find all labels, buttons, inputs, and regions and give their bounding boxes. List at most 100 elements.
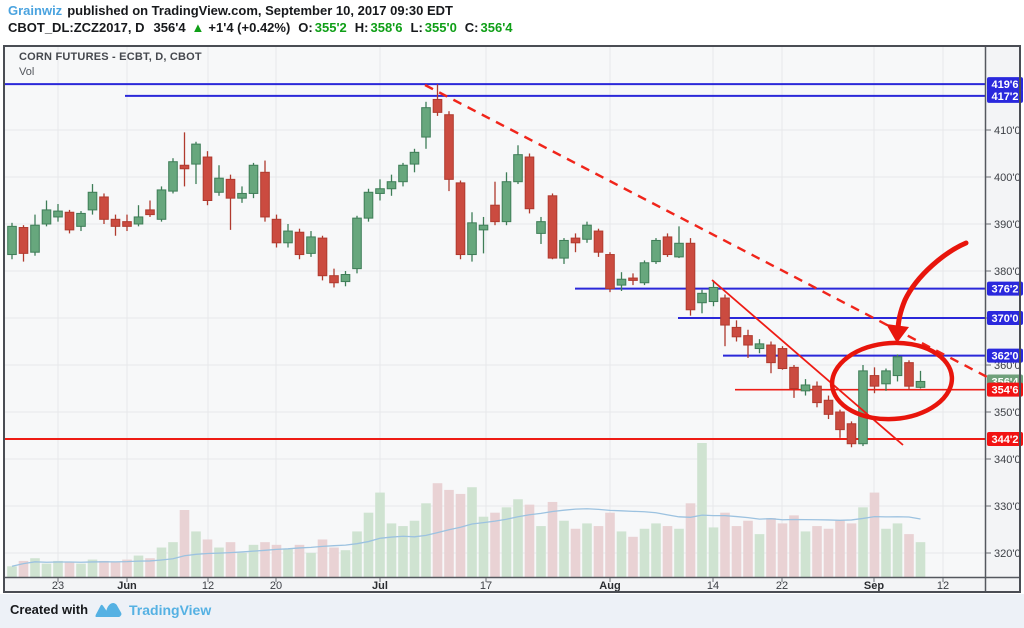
candle-body <box>110 218 121 227</box>
candle-body <box>869 375 880 387</box>
candle-body <box>536 221 546 234</box>
volume-bar <box>559 520 569 577</box>
volume-bar <box>87 559 98 577</box>
volume-bar <box>915 542 926 577</box>
candle-body <box>214 177 224 193</box>
candle-body <box>720 297 730 326</box>
byline-text: published on TradingView.com, September … <box>67 3 453 18</box>
candle-body <box>87 191 98 211</box>
volume-bar <box>605 512 615 577</box>
candle-body <box>800 384 811 392</box>
candle-body <box>375 188 385 194</box>
candle-body <box>99 196 109 220</box>
candle-body <box>168 161 178 192</box>
candle-body <box>283 230 293 244</box>
price-level-badge-label: 376'2 <box>991 284 1018 296</box>
volume-bar <box>41 563 52 577</box>
candle-body <box>547 195 558 259</box>
time-tick-label: Sep <box>864 580 884 592</box>
volume-bar <box>536 526 546 577</box>
legend-last-price: 356'4 <box>153 20 186 35</box>
volume-bar <box>904 534 914 577</box>
candle-body <box>766 344 776 364</box>
volume-bar <box>18 560 29 577</box>
volume-bar <box>639 528 650 577</box>
volume-bar <box>271 544 282 577</box>
volume-bar <box>846 523 857 577</box>
candle-body <box>501 181 512 223</box>
time-tick-label: 12 <box>937 580 949 592</box>
footer-strip <box>0 594 1024 628</box>
volume-bar <box>547 501 558 577</box>
time-tick-label: Jul <box>372 580 388 592</box>
tradingview-logo-icon <box>95 602 122 617</box>
price-level-badge <box>987 348 1023 363</box>
volume-bar <box>858 507 868 577</box>
volume-bar <box>628 536 638 577</box>
volume-bar <box>490 512 500 577</box>
footer: Created with TradingView <box>10 601 211 618</box>
candle-body <box>789 366 799 390</box>
volume-bar <box>731 526 742 577</box>
created-with-label: Created with <box>10 602 89 617</box>
volume-bar <box>823 528 834 577</box>
volume-bar <box>743 520 753 577</box>
candle-body <box>605 254 615 290</box>
candle-body <box>179 164 190 170</box>
candle-body <box>76 212 86 227</box>
candle-body <box>467 222 477 256</box>
volume-bar <box>133 555 144 577</box>
volume-bar <box>467 487 477 577</box>
volume-bar <box>513 499 523 577</box>
candle-body <box>398 164 408 183</box>
volume-bar <box>812 526 822 577</box>
volume-bar <box>593 526 604 577</box>
candle-body <box>306 236 316 254</box>
volume-bar <box>432 483 443 577</box>
candle-body <box>317 237 328 277</box>
candle-body <box>248 164 259 194</box>
volume-bar <box>409 520 420 577</box>
candle-body <box>524 156 535 210</box>
volume-bar <box>892 523 903 577</box>
price-level-badge-label: 354'6 <box>991 385 1018 397</box>
volume-bar <box>202 539 213 577</box>
candle-body <box>18 227 29 254</box>
volume-bar <box>7 566 17 577</box>
time-tick-label: 20 <box>270 580 282 592</box>
tradingview-link[interactable]: TradingView <box>129 601 212 618</box>
price-tick-label: 320'0 <box>994 548 1021 560</box>
candle-body <box>41 209 52 225</box>
candle-body <box>191 143 201 165</box>
price-level-badge-label: 417'2 <box>991 91 1018 103</box>
candle-body <box>628 277 638 281</box>
candle-body <box>340 274 351 283</box>
price-tick-label: 390'0 <box>994 219 1021 231</box>
candle-body <box>823 399 834 415</box>
candle-body <box>685 242 696 311</box>
candle-body <box>294 231 305 256</box>
volume-bar <box>651 523 661 577</box>
volume-bar <box>237 552 247 577</box>
close-value: 356'4 <box>480 20 513 35</box>
candle-body <box>386 181 397 190</box>
candle-body <box>225 178 236 199</box>
volume-bar <box>455 493 466 577</box>
time-tick-label: Aug <box>599 580 620 592</box>
candle-body <box>145 209 155 216</box>
price-level-badge <box>987 88 1023 103</box>
chart-title: CORN FUTURES - ECBT, D, CBOT <box>19 51 202 63</box>
candle-body <box>582 224 592 240</box>
candle-body <box>444 114 454 180</box>
annotation-arrow-head <box>886 324 909 343</box>
price-tick-label: 380'0 <box>994 266 1021 278</box>
volume-bar <box>225 542 236 577</box>
time-tick-label: 14 <box>707 580 719 592</box>
candle-body <box>777 348 788 370</box>
author-link[interactable]: Grainwiz <box>8 3 63 18</box>
price-level-badge <box>987 432 1023 447</box>
volume-bar <box>662 526 673 577</box>
candle-body <box>363 191 374 219</box>
highlight-ellipse <box>829 340 955 422</box>
candle-body <box>156 189 167 220</box>
